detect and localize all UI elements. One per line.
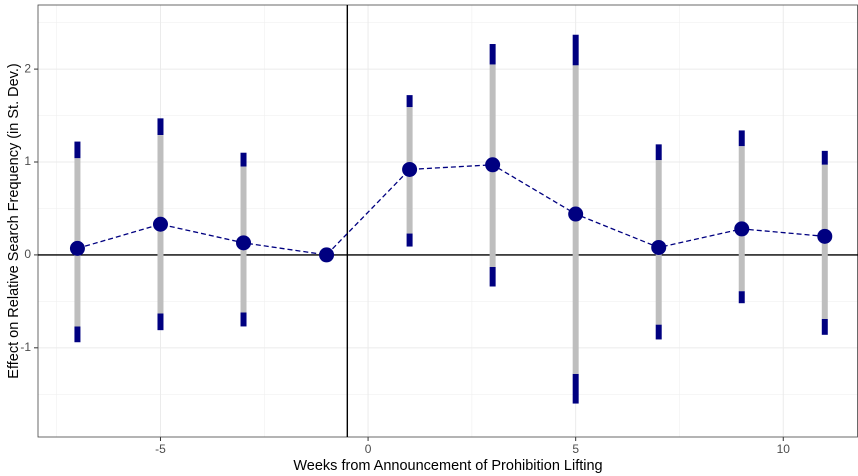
point <box>651 239 667 255</box>
y-axis-label: Effect on Relative Search Frequency (in … <box>6 63 22 378</box>
x-tick-label: -5 <box>155 442 166 456</box>
point <box>817 228 833 244</box>
point <box>236 235 252 251</box>
x-tick-label: 5 <box>572 442 579 456</box>
point <box>734 221 750 237</box>
point <box>485 157 501 173</box>
x-axis-label: Weeks from Announcement of Prohibition L… <box>293 458 602 474</box>
y-tick-label: 2 <box>24 61 31 75</box>
y-tick-label: 1 <box>24 154 31 168</box>
x-tick-label: 10 <box>777 442 791 456</box>
point <box>69 240 85 256</box>
y-tick-label: 0 <box>24 247 31 261</box>
point <box>402 161 418 177</box>
x-tick-label: 0 <box>365 442 372 456</box>
point <box>319 247 335 263</box>
point <box>568 206 584 222</box>
y-tick-label: -1 <box>20 340 31 354</box>
trend-line <box>77 164 825 256</box>
point <box>152 216 168 232</box>
